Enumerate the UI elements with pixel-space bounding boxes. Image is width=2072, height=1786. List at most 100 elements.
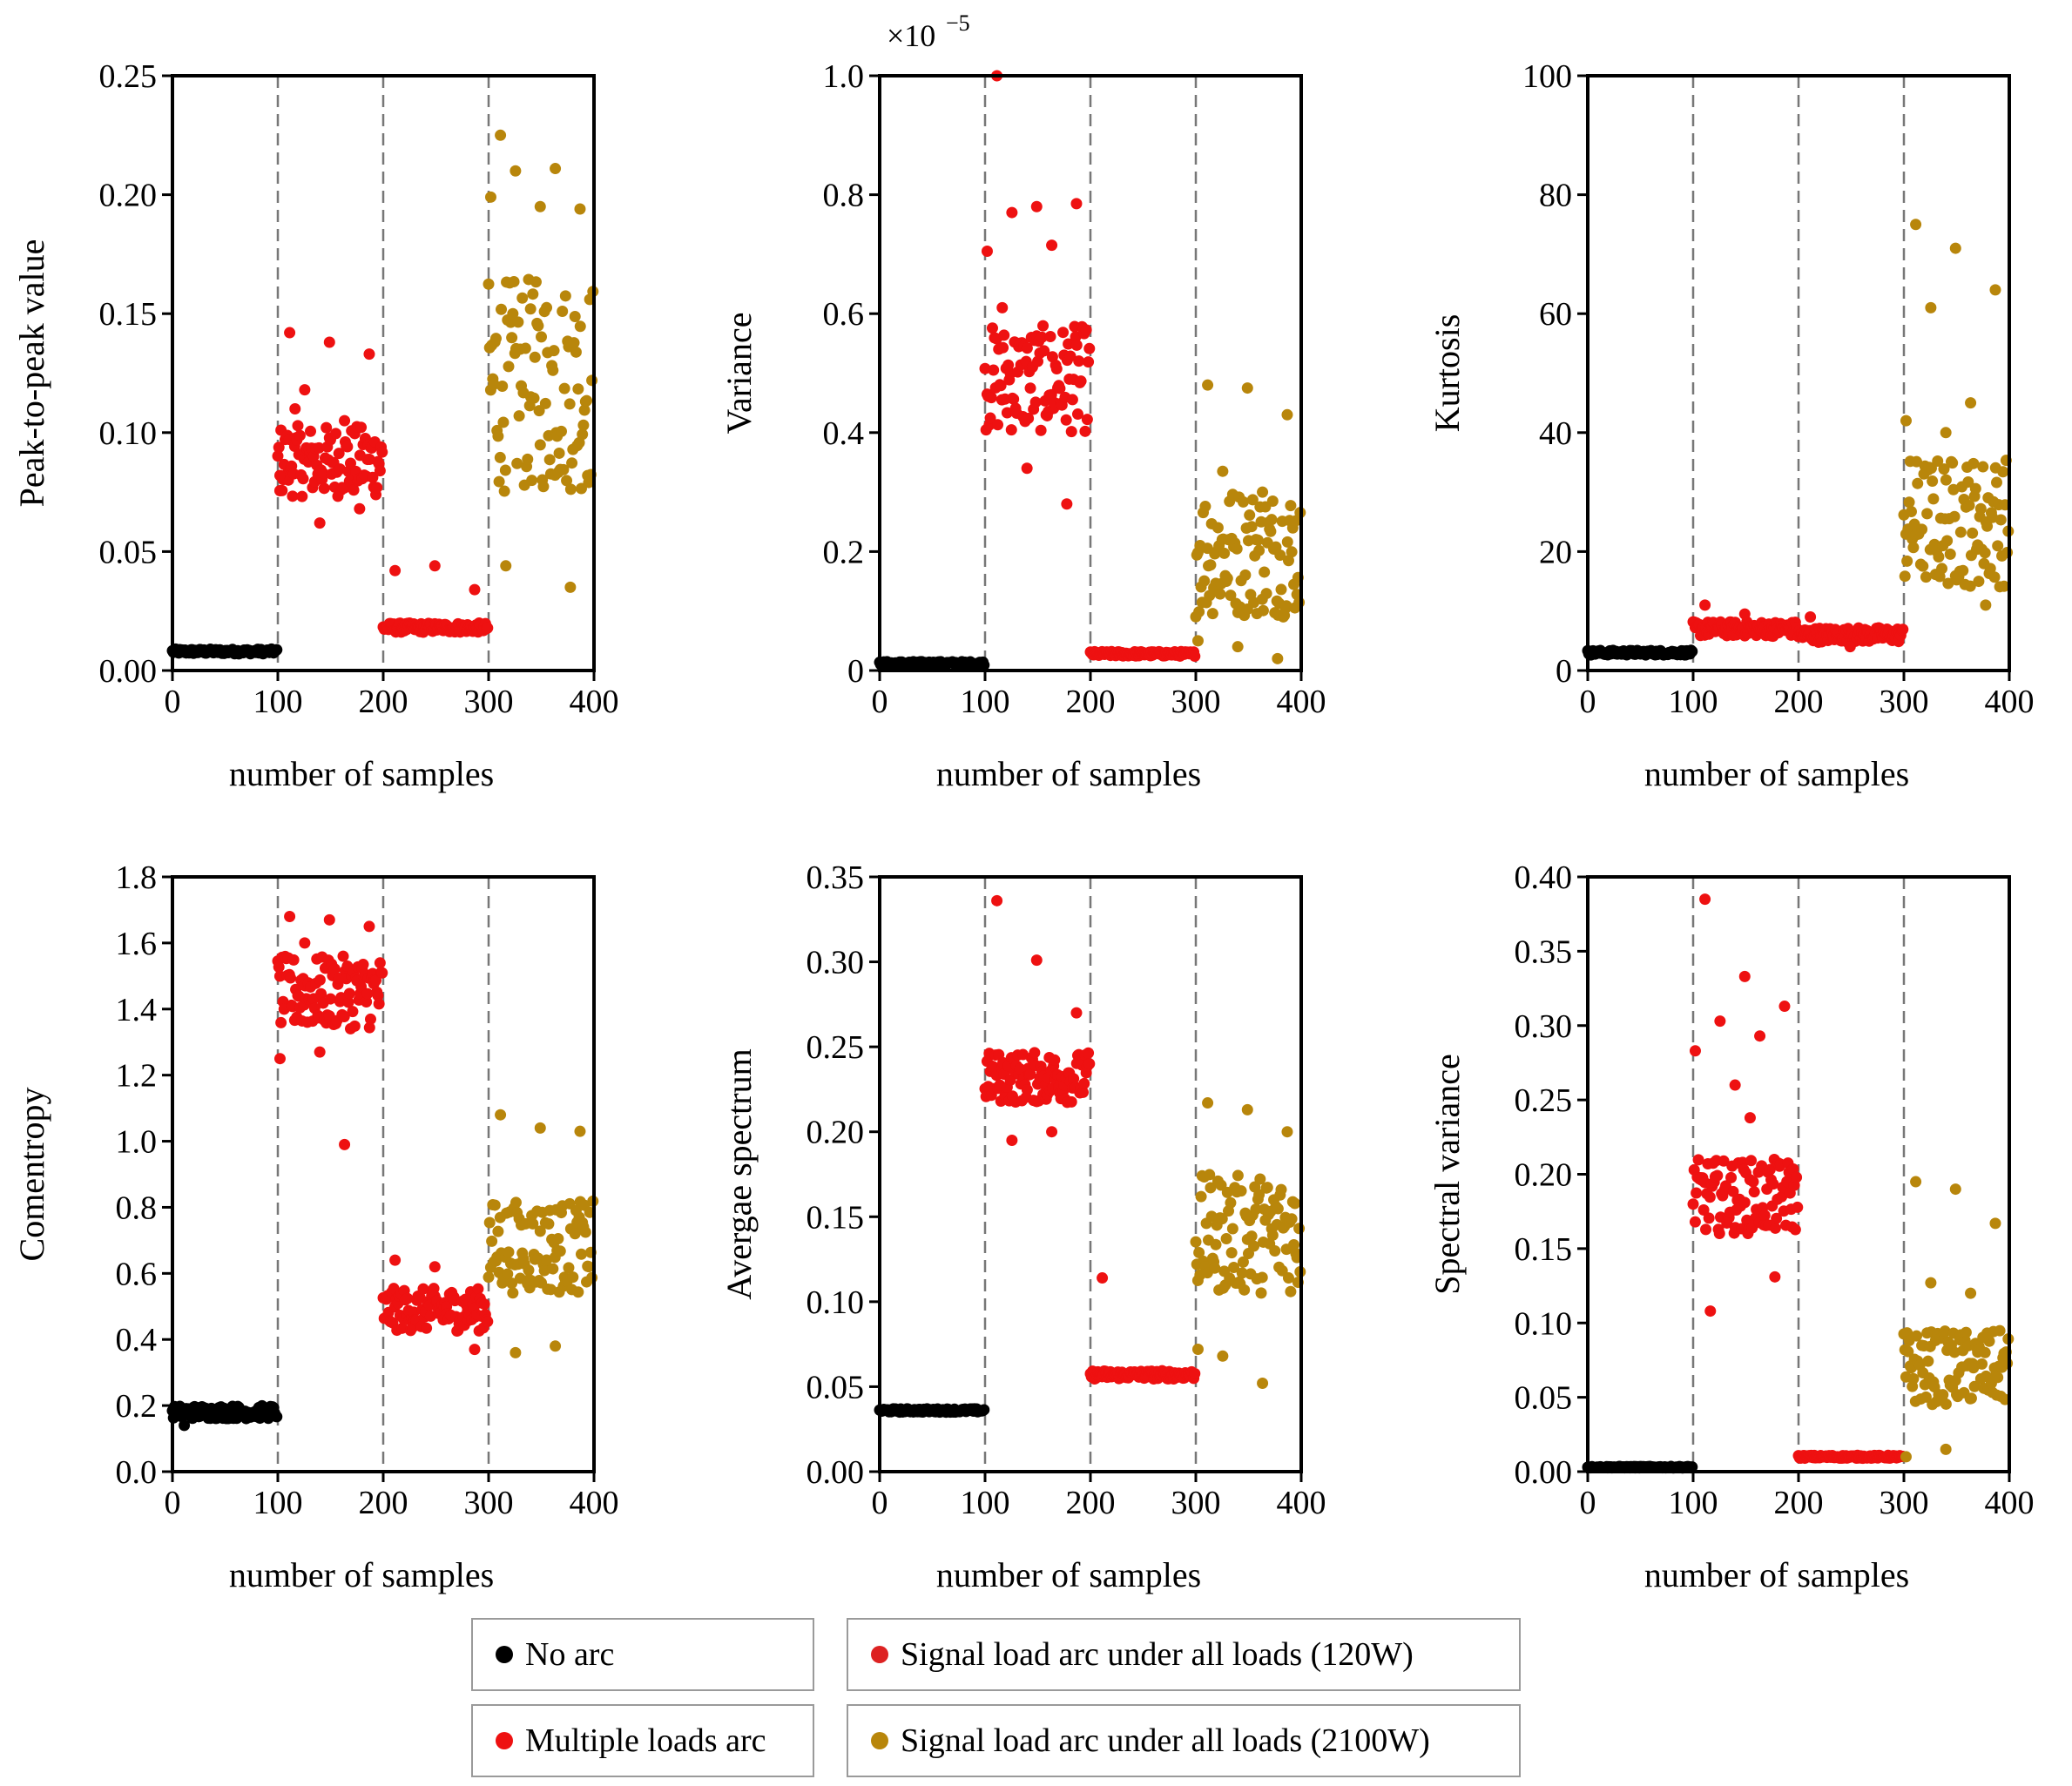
scatter-point [1791,1171,1803,1183]
scatter-point [1905,505,1917,517]
scatter-point [367,471,379,483]
scatter-point [1980,599,1992,611]
x-tick-label: 0 [1580,684,1596,720]
y-tick-label: 0.10 [99,415,158,452]
scatter-point [1237,495,1249,508]
scatter-point [1948,510,1961,522]
scatter-point [1211,522,1224,534]
scatter-point [1293,596,1306,609]
scatter-point [1226,1223,1238,1235]
scatter-point [1965,1392,1977,1405]
scatter-point [1984,563,1996,575]
scatter-point [1927,475,1939,488]
scatter-point [1969,482,1981,495]
scatter-point [1204,1169,1216,1181]
scatter-point [1754,1030,1766,1042]
scatter-point [1238,1284,1251,1296]
scatter-point [1687,1198,1699,1210]
scatter-point [568,337,580,349]
scatter-point [1960,1326,1972,1338]
scatter-point [2001,1358,2014,1370]
scatter-point [1237,1256,1249,1268]
scatter-point [1193,606,1205,618]
scatter-point [1281,1126,1293,1138]
scatter-point [289,402,301,414]
scatter-point [1014,1062,1026,1075]
scatter-point [1021,462,1033,475]
scatter-point [1246,494,1259,506]
x-tick-label: 300 [1171,684,1221,720]
scatter-point [1994,514,2007,526]
scatter-point [1976,1358,1988,1370]
scatter-point [554,1245,566,1257]
y-tick-label: 1.8 [116,859,158,896]
scatter-point [985,392,997,404]
scatter-point [271,644,283,656]
scatter-point [294,429,306,441]
scatter-point [1078,1077,1090,1089]
scatter-point [495,1109,507,1121]
scatter-point [1193,1246,1205,1258]
scatter-point [482,1316,494,1328]
scatter-point [1075,375,1087,388]
scatter-point [1029,1047,1041,1059]
scatter-point [547,1263,559,1275]
scatter-point [1049,1054,1061,1066]
y-tick-label: 0.0 [116,1454,158,1491]
scatter-point [506,1277,518,1290]
scatter-point [534,1225,546,1237]
legend-signal-120w: Signal load arc under all loads (120W) [847,1618,1521,1691]
scatter-point [1029,396,1042,408]
legend-label-signal-120w: Signal load arc under all loads (120W) [901,1636,1414,1673]
scatter-point [1080,324,1092,336]
scatter-point [1920,1391,1932,1403]
scatter-point [1071,408,1083,421]
scatter-point [1228,1262,1240,1274]
scatter-point [472,1283,484,1295]
scatter-point [1989,284,2001,296]
scatter-point [1691,1187,1703,1199]
scatter-point [569,310,581,322]
scatter-point [586,374,598,387]
scatter-point [1202,1097,1214,1109]
scatter-point [429,560,441,572]
scatter-point [507,307,519,320]
scatter-point [1899,570,1911,583]
scatter-point [1967,457,1980,469]
y-tick-label: 0 [1556,653,1572,690]
scatter-point [1248,1240,1260,1252]
scatter-point [579,1226,591,1238]
scatter-point [1288,1238,1300,1250]
scatter-point [1054,382,1066,394]
scatter-point [338,1011,350,1023]
scatter-point [1245,521,1258,533]
scatter-point [995,380,1007,392]
x-tick-label: 0 [872,684,888,720]
scatter-point [374,465,386,477]
scatter-point [1065,426,1077,438]
scatter-point [1217,465,1229,477]
legend-marker-multiple-loads [496,1732,513,1749]
scatter-point [1938,463,1950,475]
scatter-point [374,957,386,969]
scatter-point [978,659,990,671]
scatter-point [1718,1155,1730,1167]
scatter-point [510,1346,522,1358]
y-tick-label: 0.15 [807,1199,865,1236]
scatter-point [1260,588,1272,600]
scatter-point [506,332,518,344]
scatter-point [550,163,562,175]
y-tick-label: 0.35 [807,859,865,896]
scatter-point [1225,590,1237,602]
scatter-point [1282,555,1294,567]
scatter-point [1225,1247,1238,1259]
scatter-point [1994,1324,2006,1337]
scatter-point [1704,1305,1717,1318]
scatter-point [341,441,354,453]
scatter-point [373,998,385,1010]
scatter-point [363,348,375,361]
scatter-point [1911,455,1923,468]
scatter-point [1231,543,1243,555]
x-tick-label: 300 [464,1485,514,1521]
